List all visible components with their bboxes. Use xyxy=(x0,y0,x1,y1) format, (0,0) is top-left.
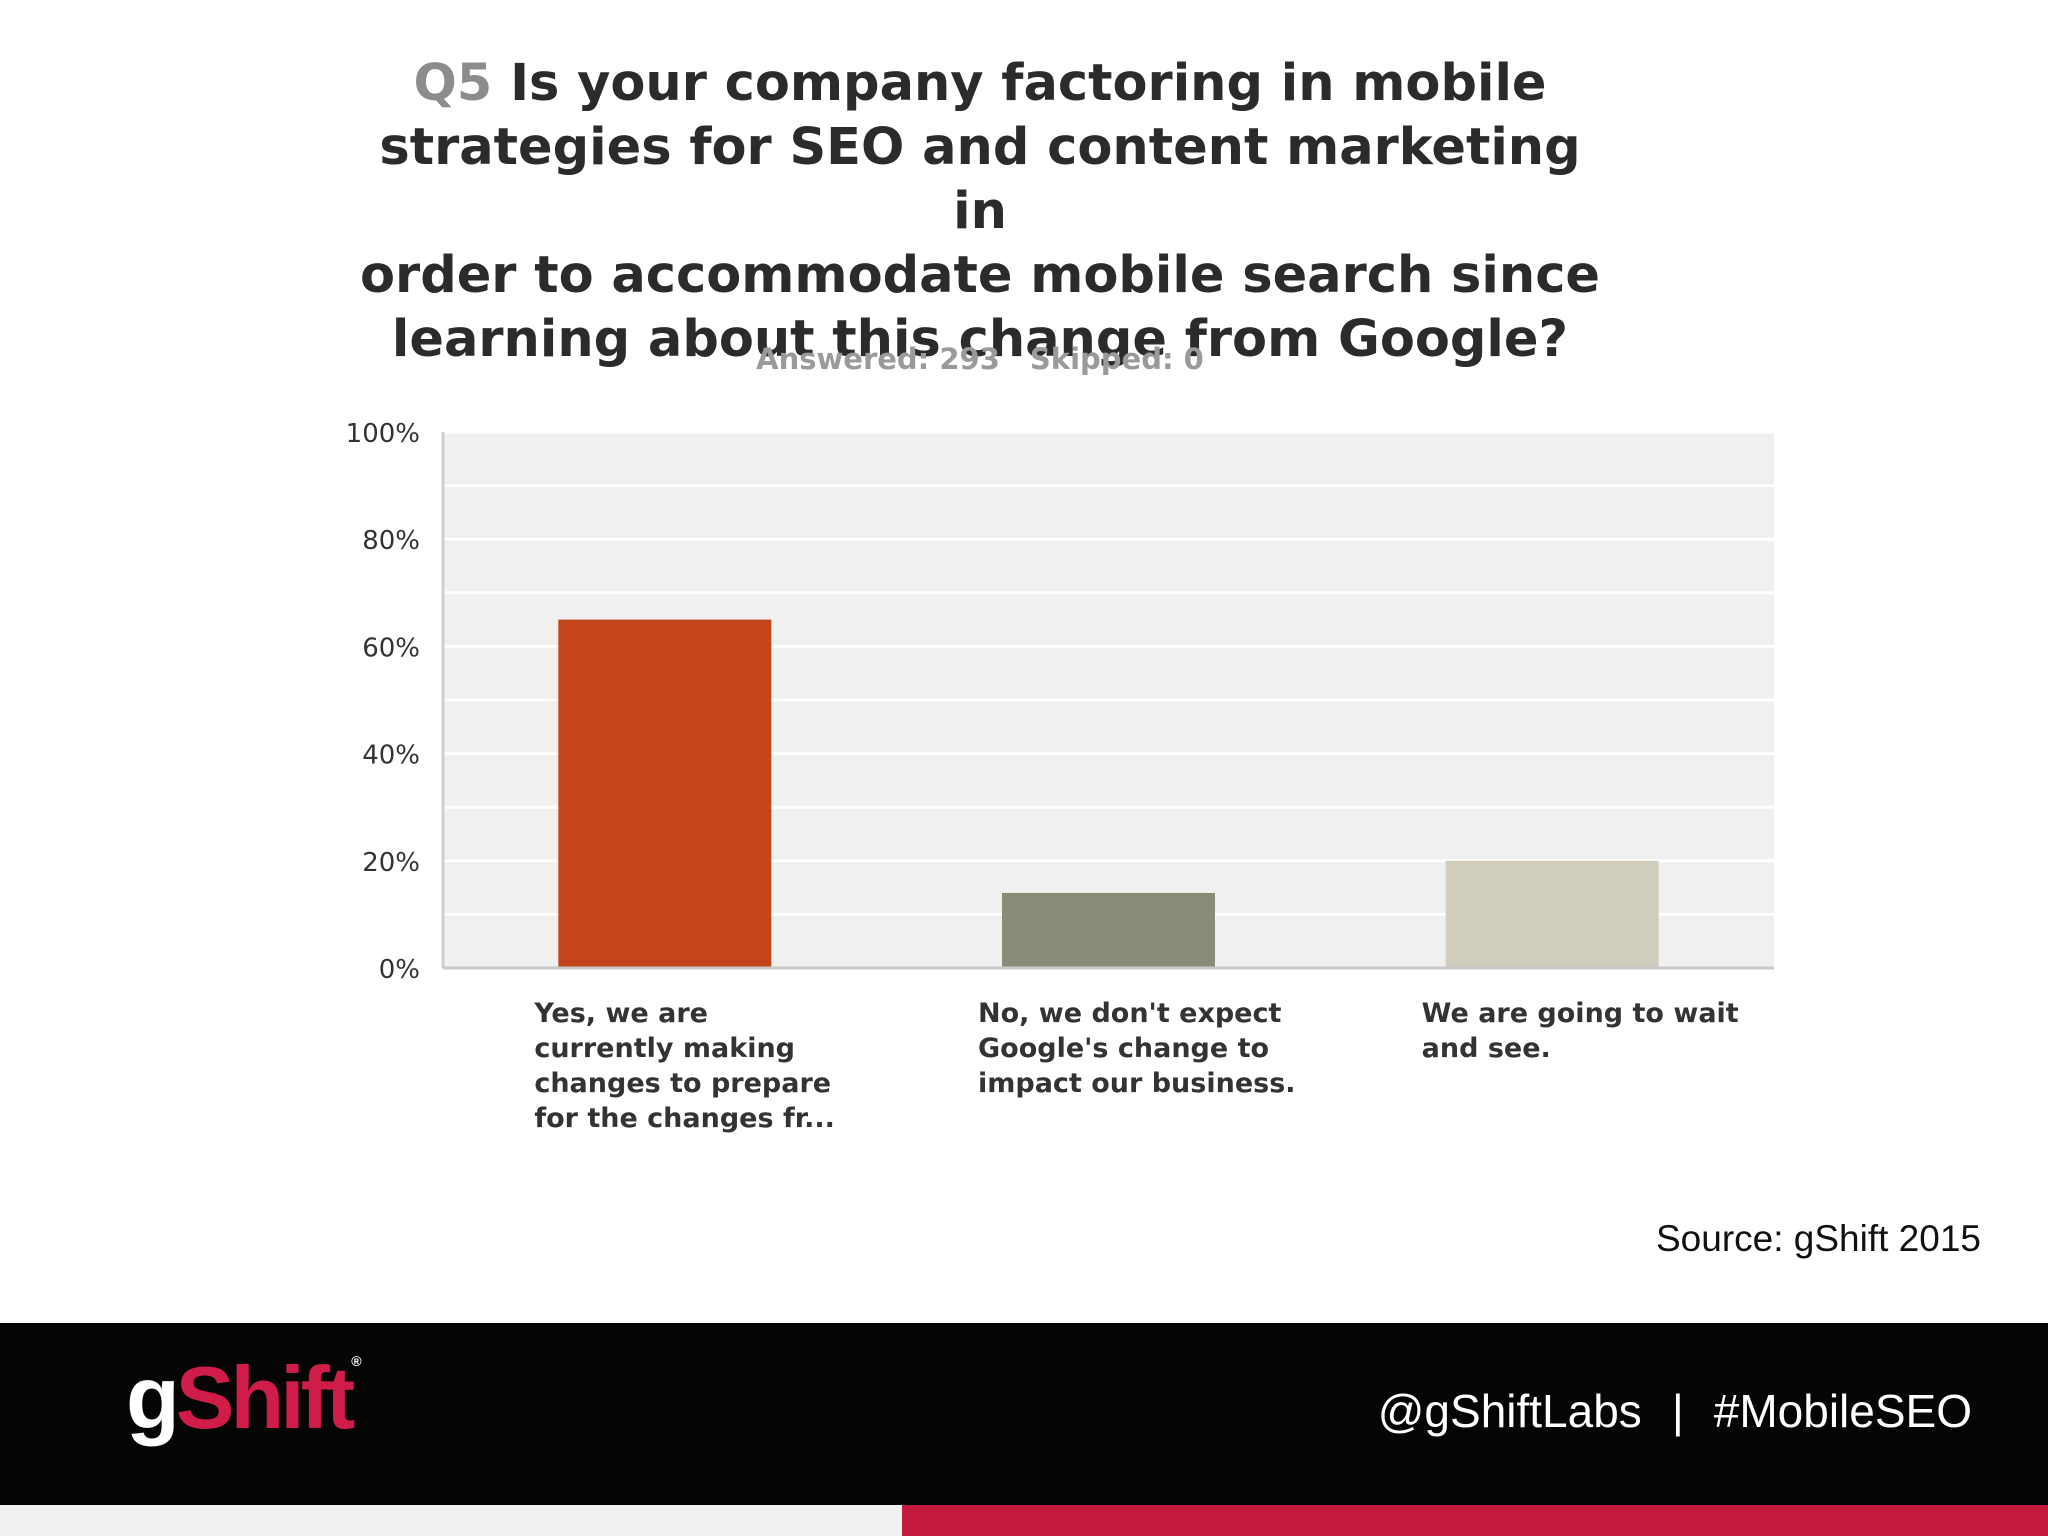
y-tick-label: 40% xyxy=(362,741,420,771)
answered-count: Answered: 293 xyxy=(756,342,1000,376)
question-line-1: Is your company factoring in mobile xyxy=(510,54,1547,113)
footer-bar xyxy=(0,1323,2048,1505)
logo-g: g xyxy=(126,1348,180,1447)
y-tick-labels: 0% 20% 40% 60% 80% 100% xyxy=(346,419,420,985)
logo-registered-mark: ® xyxy=(351,1353,362,1369)
bar-chart: 0% 20% 40% 60% 80% 100% xyxy=(346,419,1774,985)
y-tick-label: 80% xyxy=(362,526,420,556)
question-number: Q5 xyxy=(413,54,493,113)
x-category-label: No, we don't expect Google's change to i… xyxy=(978,998,1296,1099)
question-line-4: learning about this change from Google? xyxy=(391,310,1569,369)
bars xyxy=(558,619,1659,968)
y-tick-label: 20% xyxy=(362,848,420,878)
y-tick-label: 60% xyxy=(362,633,420,663)
x-category-label: Yes, we are currently making changes to … xyxy=(534,998,835,1134)
source-note: Source: gShift 2015 xyxy=(1656,1218,1981,1259)
y-tick-label: 100% xyxy=(346,419,420,449)
hashtag: #MobileSEO xyxy=(1713,1385,1972,1437)
bar-2 xyxy=(1002,892,1215,968)
footer-stripe-accent xyxy=(902,1505,2048,1536)
bar-1 xyxy=(558,619,772,968)
x-category-label: We are going to wait and see. xyxy=(1421,998,1739,1064)
handle-separator: | xyxy=(1671,1385,1684,1437)
y-tick-label: 0% xyxy=(379,955,420,985)
skipped-count: Skipped: 0 xyxy=(1029,342,1204,376)
question-line-2: strategies for SEO and content marketing… xyxy=(379,118,1581,241)
chart-title: Q5 Is your company factoring in mobile st… xyxy=(360,52,1600,372)
footer-stripe-light xyxy=(0,1505,902,1536)
bar-3 xyxy=(1445,860,1659,968)
question-line-3: order to accommodate mobile search since xyxy=(360,246,1601,305)
gshift-logo: gShift® xyxy=(126,1354,362,1442)
logo-shift: Shift xyxy=(175,1348,356,1447)
response-stats: Answered: 293 Skipped: 0 xyxy=(600,342,1360,376)
social-handles: @gShiftLabs | #MobileSEO xyxy=(1378,1384,1972,1438)
twitter-handle: @gShiftLabs xyxy=(1377,1385,1642,1437)
